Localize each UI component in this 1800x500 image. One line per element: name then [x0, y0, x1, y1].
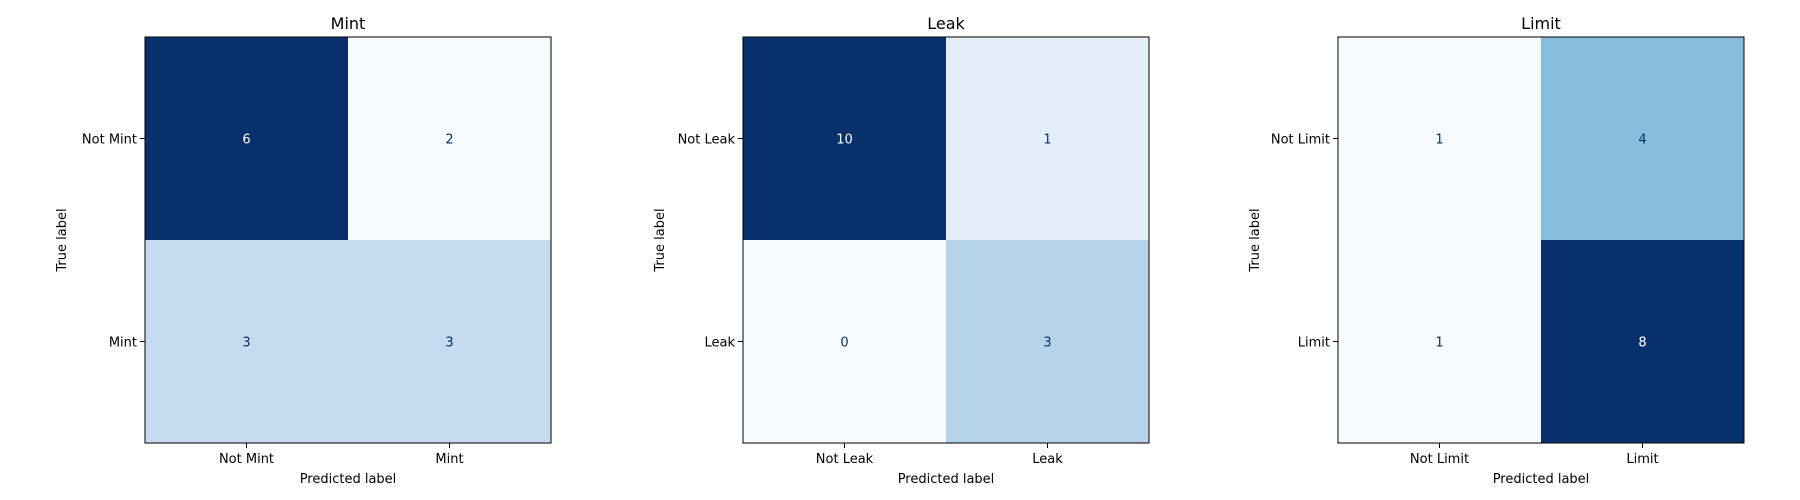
cell-value-label: 6	[242, 133, 250, 148]
x-axis-label: Predicted label	[898, 472, 995, 487]
cell-value-label: 1	[1435, 336, 1443, 351]
matrix-cell	[145, 37, 348, 240]
matrix-cell	[743, 37, 946, 240]
cell-value-label: 10	[836, 133, 853, 148]
matrix-cell	[1541, 240, 1744, 443]
axes-frame	[1337, 36, 1745, 444]
x-tick-label: Not Mint	[219, 452, 274, 467]
x-tick-label: Not Limit	[1410, 452, 1469, 467]
cell-value-label: 1	[1435, 133, 1443, 148]
x-tick-label: Leak	[1032, 452, 1063, 467]
matrix-cell	[946, 37, 1149, 240]
confusion-matrix-panel: 1 4 1 8 Limit Not Limit Limit Not Limit Limit Pre…	[1248, 14, 1745, 487]
matrix-cell	[1338, 37, 1541, 240]
y-tick-label: Not Leak	[678, 133, 736, 148]
matrix-cell	[145, 240, 348, 443]
y-tick-label: Not Limit	[1271, 133, 1330, 148]
matrix-cell	[348, 240, 551, 443]
x-axis-label: Predicted label	[1493, 472, 1590, 487]
y-tick-label: Not Mint	[82, 133, 137, 148]
y-tick-label: Mint	[109, 336, 137, 351]
matrix-cell	[946, 240, 1149, 443]
cell-value-label: 0	[840, 336, 848, 351]
axes-frame	[742, 36, 1150, 444]
cell-value-label: 2	[445, 133, 453, 148]
matrix-cell	[1541, 37, 1744, 240]
y-axis-label: True label	[55, 208, 70, 272]
chart-title: Leak	[927, 14, 965, 33]
matrix-cell	[743, 240, 946, 443]
cell-value-label: 4	[1638, 133, 1646, 148]
y-tick-label: Limit	[1298, 336, 1330, 351]
y-tick-label: Leak	[704, 336, 735, 351]
cell-value-label: 8	[1638, 336, 1646, 351]
cell-value-label: 1	[1043, 133, 1051, 148]
chart-title: Limit	[1521, 14, 1561, 33]
cell-value-label: 3	[1043, 336, 1051, 351]
cell-value-label: 3	[445, 336, 453, 351]
x-tick-label: Limit	[1626, 452, 1658, 467]
confusion-matrix-panel: 6 2 3 3 Mint Not Mint Mint Not Mint Mint Predicte…	[55, 14, 552, 487]
y-axis-label: True label	[653, 208, 668, 272]
x-tick-label: Mint	[435, 452, 463, 467]
cell-value-label: 3	[242, 336, 250, 351]
matrix-cell	[1338, 240, 1541, 443]
x-axis-label: Predicted label	[300, 472, 397, 487]
axes-frame	[144, 36, 552, 444]
x-tick-label: Not Leak	[816, 452, 874, 467]
chart-title: Mint	[331, 14, 366, 33]
matrix-cell	[348, 37, 551, 240]
y-axis-label: True label	[1248, 208, 1263, 272]
